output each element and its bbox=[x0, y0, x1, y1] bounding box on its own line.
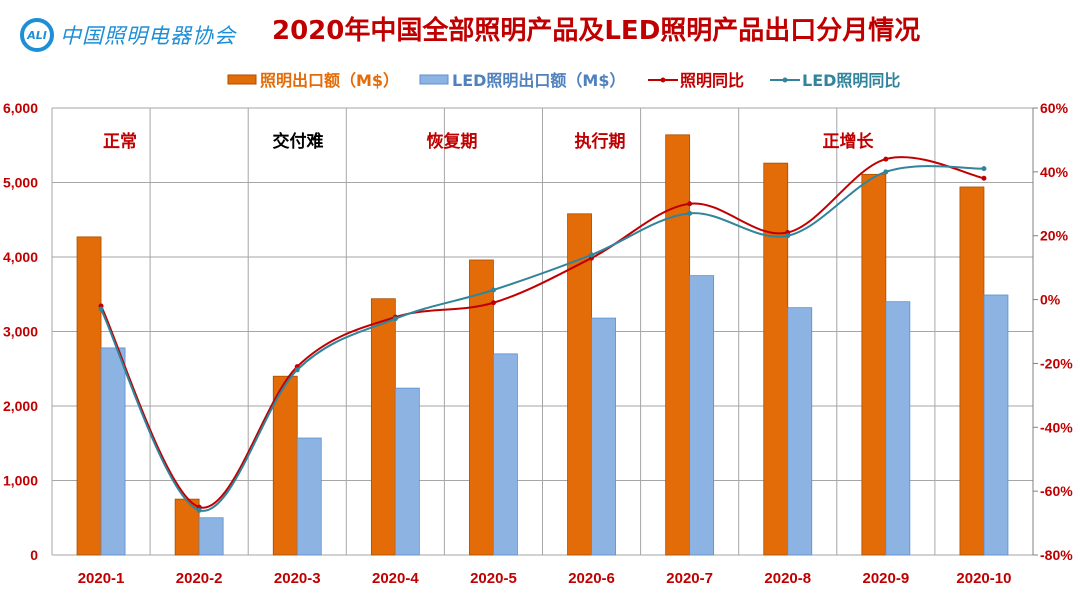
logo-text: 中国照明电器协会 bbox=[60, 24, 236, 48]
line-point bbox=[687, 210, 693, 216]
phase-annotation: 正常 bbox=[103, 131, 137, 152]
left-axis-tick: 4,000 bbox=[3, 249, 38, 265]
right-axis-tick: -40% bbox=[1040, 419, 1073, 435]
left-axis-tick: 1,000 bbox=[3, 473, 38, 489]
bar-led-export bbox=[198, 517, 224, 556]
right-axis-tick: 0% bbox=[1040, 292, 1061, 308]
right-axis-tick: 20% bbox=[1040, 228, 1069, 244]
line-point bbox=[589, 252, 595, 258]
legend-label: LED照明同比 bbox=[802, 71, 900, 90]
line-point bbox=[98, 306, 104, 312]
bar-led-export bbox=[493, 353, 518, 556]
right-axis-tick: 40% bbox=[1040, 164, 1069, 180]
line-point bbox=[981, 175, 987, 181]
line-point bbox=[785, 233, 791, 239]
x-axis-tick: 2020-6 bbox=[568, 570, 615, 587]
bar-led-export bbox=[394, 387, 420, 556]
bar-lighting-export bbox=[370, 298, 396, 556]
line-lighting-yoy bbox=[100, 156, 985, 509]
legend-swatch bbox=[227, 74, 257, 85]
bar-lighting-export bbox=[763, 162, 789, 556]
x-axis-tick: 2020-4 bbox=[372, 570, 419, 587]
bar-lighting-export bbox=[469, 259, 494, 556]
line-point bbox=[490, 287, 496, 293]
right-axis-tick: -60% bbox=[1040, 483, 1073, 499]
legend-marker bbox=[660, 77, 666, 83]
bar-led-export bbox=[689, 275, 715, 556]
bar-lighting-export bbox=[665, 134, 691, 556]
line-led-yoy bbox=[100, 165, 984, 512]
line-point bbox=[196, 507, 202, 513]
x-axis-tick: 2020-7 bbox=[666, 570, 713, 587]
x-axis-tick: 2020-10 bbox=[956, 570, 1011, 587]
legend-swatch bbox=[419, 74, 449, 85]
line-point bbox=[294, 367, 300, 373]
x-axis-tick: 2020-9 bbox=[862, 570, 909, 587]
bar-lighting-export bbox=[567, 213, 592, 556]
bar-led-export bbox=[591, 317, 616, 556]
bar-led-export bbox=[296, 437, 322, 556]
line-point bbox=[981, 166, 987, 172]
x-axis-tick: 2020-2 bbox=[176, 570, 223, 587]
left-axis-tick: 3,000 bbox=[3, 324, 38, 340]
bar-lighting-export bbox=[272, 375, 298, 556]
line-point bbox=[392, 316, 398, 322]
line-point bbox=[883, 156, 889, 162]
phase-annotation: 执行期 bbox=[575, 131, 626, 152]
line-point bbox=[883, 169, 889, 175]
line-point bbox=[687, 201, 693, 207]
logo-mark: ALI bbox=[20, 18, 54, 52]
bar-led-export bbox=[983, 294, 1009, 556]
legend-label: 照明出口额（M$） bbox=[260, 71, 399, 90]
right-axis-tick: -80% bbox=[1040, 547, 1073, 563]
left-axis-tick: 6,000 bbox=[3, 100, 38, 116]
bar-lighting-export bbox=[861, 173, 887, 556]
left-axis-tick: 0 bbox=[30, 547, 38, 563]
x-axis-tick: 2020-1 bbox=[78, 570, 125, 587]
legend-label: 照明同比 bbox=[680, 71, 744, 90]
x-axis-tick: 2020-8 bbox=[764, 570, 811, 587]
right-axis-tick: -20% bbox=[1040, 355, 1073, 371]
right-axis-tick: 60% bbox=[1040, 100, 1069, 116]
logo: ALI 中国照明电器协会 bbox=[20, 18, 236, 52]
x-axis-tick: 2020-5 bbox=[470, 570, 517, 587]
bar-led-export bbox=[787, 307, 813, 556]
bar-lighting-export bbox=[959, 186, 985, 556]
bar-led-export bbox=[100, 347, 126, 556]
legend-marker bbox=[782, 77, 788, 83]
left-axis-tick: 2,000 bbox=[3, 398, 38, 414]
bar-lighting-export bbox=[76, 236, 102, 556]
chart-title: 2020年中国全部照明产品及LED照明产品出口分月情况 bbox=[272, 16, 921, 46]
legend-label: LED照明出口额（M$） bbox=[452, 71, 625, 90]
x-axis-tick: 2020-3 bbox=[274, 570, 321, 587]
line-point bbox=[490, 300, 496, 306]
phase-annotation: 恢复期 bbox=[427, 131, 478, 152]
bar-led-export bbox=[885, 301, 911, 556]
phase-annotation: 交付难 bbox=[273, 131, 324, 152]
phase-annotation: 正增长 bbox=[823, 131, 875, 152]
left-axis-tick: 5,000 bbox=[3, 175, 38, 191]
